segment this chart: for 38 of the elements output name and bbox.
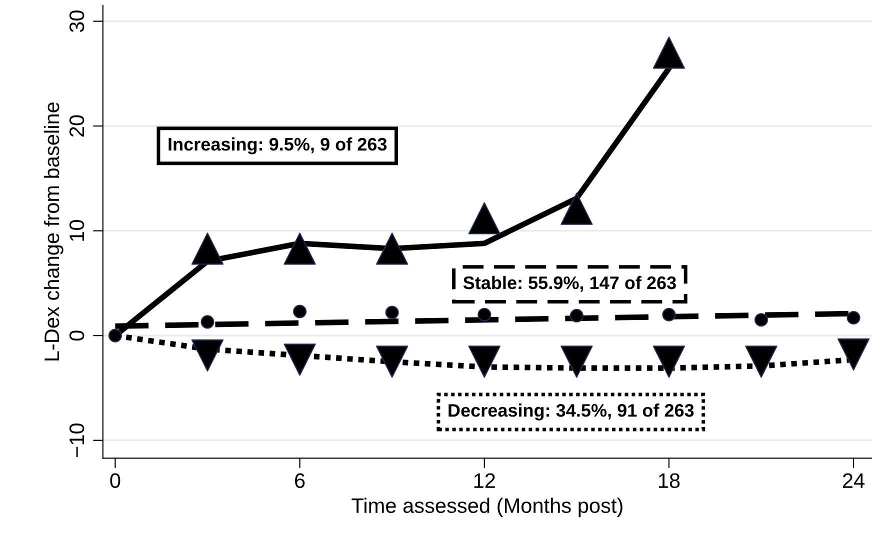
y-tick-label: −10 — [69, 423, 84, 457]
x-tick-label: 18 — [658, 473, 680, 488]
point — [570, 308, 584, 322]
x-tick-label: 24 — [843, 473, 865, 488]
x-tick-label: 6 — [295, 473, 305, 488]
point — [284, 344, 316, 376]
point — [376, 232, 408, 265]
y-tick-label: 30 — [69, 10, 84, 32]
point — [191, 339, 224, 372]
point — [293, 304, 307, 318]
point — [200, 315, 214, 329]
point — [652, 346, 686, 378]
y-tick-label: 0 — [69, 330, 84, 341]
annotation: Increasing: 9.5%, 9 of 263 — [168, 137, 387, 154]
point — [284, 232, 316, 265]
point — [468, 346, 500, 378]
x-axis-title: Time assessed (Months post) — [352, 498, 622, 518]
point — [191, 232, 224, 265]
point — [754, 313, 768, 327]
point — [468, 202, 500, 234]
point — [846, 310, 860, 325]
annotation: Decreasing: 34.5%, 91 of 263 — [448, 404, 694, 420]
point — [745, 346, 778, 378]
point — [560, 192, 593, 225]
annotation: Stable: 55.9%, 147 of 263 — [463, 276, 676, 292]
point — [652, 36, 686, 69]
point — [560, 346, 593, 378]
point — [837, 338, 870, 371]
y-axis-title: L-Dex change from baseline — [44, 102, 64, 360]
x-tick-label: 0 — [110, 473, 120, 488]
point — [385, 306, 399, 320]
point — [662, 308, 676, 322]
y-tick-label: 10 — [69, 220, 84, 241]
x-tick-label: 12 — [474, 473, 495, 488]
y-tick-label: 20 — [69, 115, 84, 137]
point — [478, 308, 492, 322]
point — [108, 328, 122, 342]
point — [376, 346, 408, 378]
